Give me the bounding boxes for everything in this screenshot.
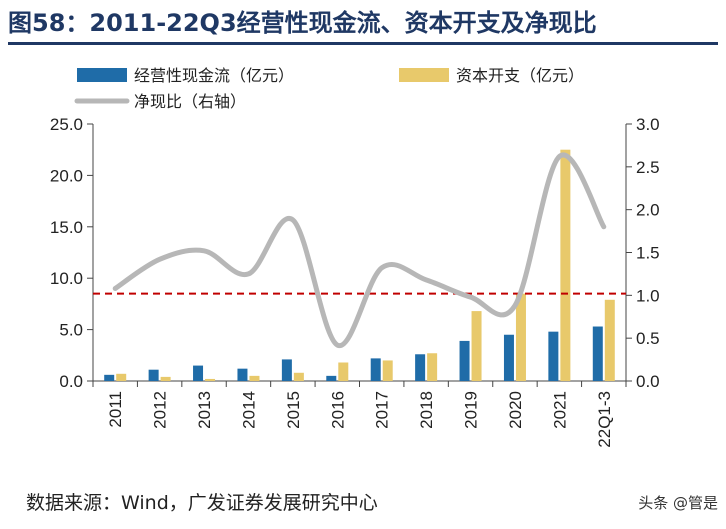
y-left-tick-label: 20.0 bbox=[50, 166, 83, 185]
y-left-tick-label: 15.0 bbox=[50, 218, 83, 237]
y-left-tick-label: 10.0 bbox=[50, 269, 83, 288]
legend-label-ratio: 净现比（右轴） bbox=[134, 92, 246, 111]
bar-operating-22Q1-3 bbox=[592, 326, 603, 381]
x-tick-label-2013: 2013 bbox=[195, 391, 214, 429]
bar-capex-2016 bbox=[338, 362, 349, 381]
bars bbox=[104, 149, 615, 381]
chart-title: 图58：2011-22Q3经营性现金流、资本开支及净现比 bbox=[8, 9, 597, 37]
bar-capex-2017 bbox=[382, 360, 393, 381]
legend-label-operating: 经营性现金流（亿元） bbox=[134, 66, 294, 85]
bar-operating-2013 bbox=[193, 365, 204, 381]
bar-capex-2011 bbox=[116, 373, 127, 381]
bar-capex-2015 bbox=[293, 372, 304, 381]
bar-operating-2017 bbox=[370, 358, 381, 381]
legend-swatch-capex bbox=[399, 68, 449, 82]
y-right-tick-label: 2.5 bbox=[636, 158, 660, 177]
bar-operating-2021 bbox=[548, 331, 559, 381]
y-left-tick-label: 5.0 bbox=[59, 321, 83, 340]
bar-operating-2020 bbox=[503, 334, 514, 381]
x-tick-label-2017: 2017 bbox=[373, 391, 392, 429]
watermark: 头条 @管是 bbox=[638, 494, 718, 512]
bar-operating-2012 bbox=[148, 369, 159, 381]
y-right-tick-label: 0.5 bbox=[636, 329, 660, 348]
bar-operating-2014 bbox=[237, 368, 248, 381]
ratio-line-path bbox=[112, 152, 607, 348]
title-underline bbox=[8, 42, 718, 45]
x-tick-label-2016: 2016 bbox=[328, 391, 347, 429]
bar-capex-22Q1-3 bbox=[604, 299, 615, 381]
bar-operating-2019 bbox=[459, 340, 470, 381]
ratio-line bbox=[112, 152, 607, 348]
x-tick-label-2012: 2012 bbox=[151, 391, 170, 429]
legend-label-capex: 资本开支（亿元） bbox=[456, 66, 584, 85]
axes: 0.0 5.0 10.0 15.0 20.0 25.0 0.0 0.5 1.0 1.5 2.0 2.5… bbox=[50, 115, 660, 391]
y-right-tick-label: 1.0 bbox=[636, 286, 660, 305]
y-right-tick-label: 3.0 bbox=[636, 115, 660, 134]
legend: 经营性现金流（亿元） 资本开支（亿元） 净现比（右轴） bbox=[74, 66, 584, 111]
x-tick-label-2011: 2011 bbox=[106, 391, 125, 428]
x-tick-label-2021: 2021 bbox=[550, 391, 569, 429]
bar-capex-2014 bbox=[249, 375, 260, 381]
source-note: 数据来源：Wind，广发证券发展研究中心 bbox=[26, 492, 378, 514]
x-tick-label-2018: 2018 bbox=[417, 391, 436, 429]
x-tick-label-2015: 2015 bbox=[284, 391, 303, 429]
bar-capex-2018 bbox=[427, 353, 438, 381]
bar-operating-2016 bbox=[326, 375, 337, 381]
y-left-tick-label: 25.0 bbox=[50, 115, 83, 134]
bar-capex-2021 bbox=[560, 149, 571, 381]
x-tick-label-22Q1-3: 22Q1-3 bbox=[595, 391, 614, 448]
x-tick-label-2014: 2014 bbox=[239, 391, 258, 429]
bar-operating-2015 bbox=[281, 359, 292, 381]
y-right-tick-label: 2.0 bbox=[636, 201, 660, 220]
bar-capex-2013 bbox=[205, 378, 216, 381]
bar-operating-2018 bbox=[415, 354, 426, 381]
x-axis-labels: 2011 2012 2013 2014 2015 2016 2017 2018 2019 2020… bbox=[106, 391, 614, 448]
y-right-tick-label: 1.5 bbox=[636, 244, 660, 263]
y-right-tick-label: 0.0 bbox=[636, 372, 660, 391]
x-tick-label-2019: 2019 bbox=[462, 391, 481, 429]
legend-swatch-operating bbox=[77, 68, 127, 82]
y-left-tick-label: 0.0 bbox=[59, 372, 83, 391]
x-tick-label-2020: 2020 bbox=[506, 391, 525, 429]
bar-operating-2011 bbox=[104, 374, 115, 381]
bar-capex-2019 bbox=[471, 311, 482, 381]
bar-capex-2012 bbox=[160, 376, 171, 381]
bar-capex-2020 bbox=[515, 293, 526, 381]
